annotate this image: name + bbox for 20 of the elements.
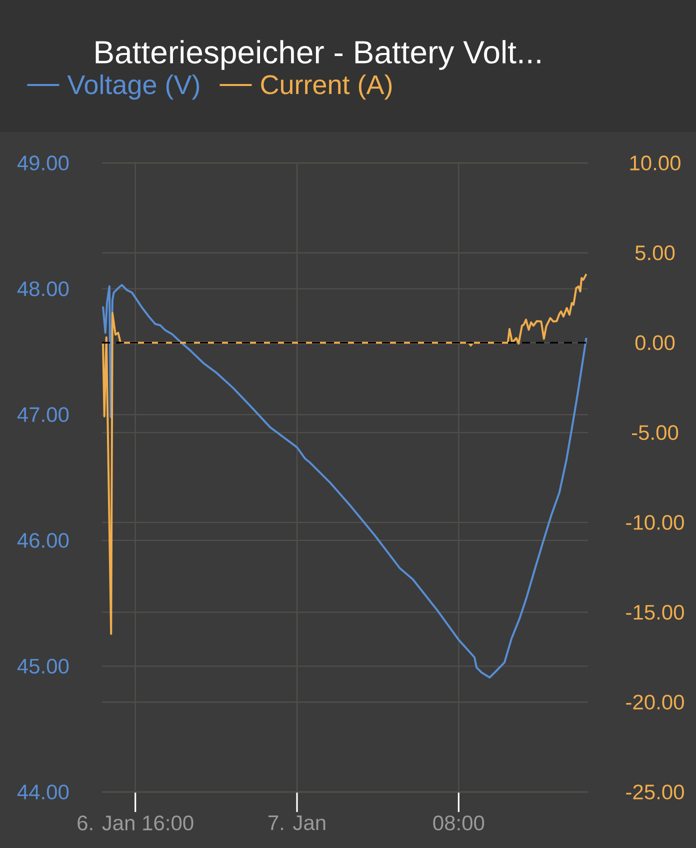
x-tick-label: 08:00 [433,816,484,830]
x-tick-label: 7. Jan [268,816,326,830]
y2-tick-label: -25.00 [626,784,684,800]
legend-label: Voltage (V) [67,74,200,100]
y-tick-label: 44.00 [17,784,69,800]
y2-tick-label: -15.00 [626,604,684,620]
y-tick-label: 48.00 [17,281,69,296]
y-tick-label: 47.00 [17,407,69,422]
y2-tick-label: 10.00 [630,156,680,170]
y-tick-label: 45.00 [17,658,69,674]
y-tick-label: 46.00 [17,532,69,548]
y2-tick-label: 5.00 [635,245,675,260]
y-tick-label: 49.00 [17,156,69,170]
chart-title: Batteriespeicher - Battery Volt... [96,40,540,70]
y2-tick-label: -5.00 [632,425,678,440]
legend-label: Current (A) [261,74,392,100]
y2-tick-label: -20.00 [626,694,684,710]
x-tick-label: 6. Jan 16:00 [78,816,194,830]
y2-tick-label: 0.00 [635,335,675,350]
y2-tick-label: -10.00 [626,514,684,530]
